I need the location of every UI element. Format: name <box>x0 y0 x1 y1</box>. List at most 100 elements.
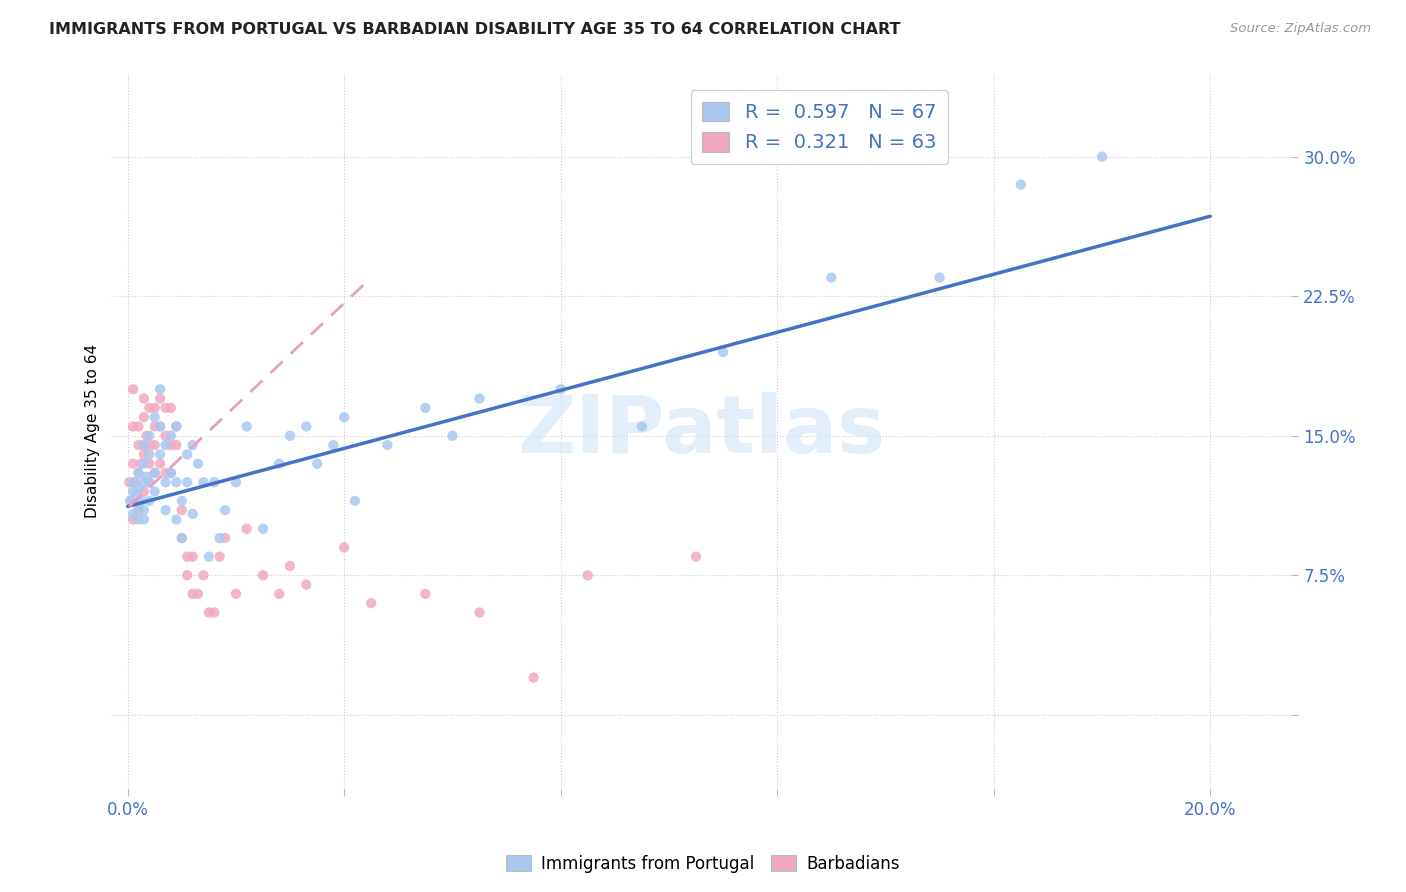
Point <box>155 503 177 517</box>
Point <box>132 447 155 461</box>
Y-axis label: Disability Age 35 to 64: Disability Age 35 to 64 <box>86 344 100 518</box>
Point <box>122 484 145 499</box>
Point <box>143 484 166 499</box>
Point <box>122 475 145 490</box>
Point <box>143 438 166 452</box>
Point <box>202 606 225 620</box>
Point <box>295 577 318 591</box>
Point <box>225 475 247 490</box>
Point <box>468 606 491 620</box>
Point <box>165 419 187 434</box>
Point <box>235 522 257 536</box>
Point <box>523 671 546 685</box>
Text: IMMIGRANTS FROM PORTUGAL VS BARBADIAN DISABILITY AGE 35 TO 64 CORRELATION CHART: IMMIGRANTS FROM PORTUGAL VS BARBADIAN DI… <box>49 22 901 37</box>
Point <box>122 507 145 521</box>
Point <box>155 438 177 452</box>
Point <box>269 457 291 471</box>
Point <box>415 587 437 601</box>
Point <box>576 568 599 582</box>
Point <box>208 549 231 564</box>
Point <box>170 531 193 545</box>
Point <box>155 401 177 415</box>
Point <box>138 475 160 490</box>
Point <box>170 494 193 508</box>
Point <box>129 457 152 471</box>
Legend: Immigrants from Portugal, Barbadians: Immigrants from Portugal, Barbadians <box>499 848 907 880</box>
Point <box>127 481 149 495</box>
Point <box>820 270 842 285</box>
Point <box>187 587 209 601</box>
Point <box>120 494 142 508</box>
Point <box>307 457 329 471</box>
Point <box>193 475 215 490</box>
Point <box>149 447 172 461</box>
Point <box>181 438 204 452</box>
Point <box>170 531 193 545</box>
Point <box>138 475 160 490</box>
Point <box>333 410 356 425</box>
Point <box>235 419 257 434</box>
Point <box>127 466 149 480</box>
Point <box>181 549 204 564</box>
Text: ZIPatlas: ZIPatlas <box>517 392 886 470</box>
Point <box>1010 178 1032 192</box>
Point <box>120 494 142 508</box>
Point <box>127 500 149 514</box>
Point <box>160 466 183 480</box>
Point <box>125 488 148 502</box>
Point <box>149 392 172 406</box>
Point <box>193 568 215 582</box>
Point <box>711 345 734 359</box>
Point <box>155 429 177 443</box>
Point <box>149 419 172 434</box>
Point <box>377 438 399 452</box>
Point <box>132 484 155 499</box>
Point <box>149 419 172 434</box>
Point <box>875 112 897 127</box>
Point <box>198 549 221 564</box>
Point <box>176 475 198 490</box>
Point <box>138 447 160 461</box>
Point <box>170 503 193 517</box>
Point <box>343 494 366 508</box>
Point <box>149 457 172 471</box>
Point <box>143 419 166 434</box>
Point <box>143 466 166 480</box>
Point <box>127 466 149 480</box>
Point <box>181 507 204 521</box>
Point <box>118 475 141 490</box>
Point <box>360 596 382 610</box>
Point <box>132 457 155 471</box>
Point <box>176 447 198 461</box>
Point <box>135 469 157 483</box>
Point <box>415 401 437 415</box>
Point <box>132 512 155 526</box>
Point <box>165 475 187 490</box>
Point <box>550 382 572 396</box>
Point <box>138 438 160 452</box>
Point <box>132 503 155 517</box>
Point <box>160 429 183 443</box>
Point <box>295 419 318 434</box>
Point <box>138 401 160 415</box>
Point <box>187 457 209 471</box>
Point <box>127 419 149 434</box>
Point <box>165 419 187 434</box>
Point <box>278 558 301 573</box>
Point <box>143 466 166 480</box>
Point <box>138 429 160 443</box>
Point <box>685 549 707 564</box>
Point <box>122 419 145 434</box>
Point <box>176 568 198 582</box>
Point <box>322 438 344 452</box>
Point <box>135 429 157 443</box>
Point <box>165 438 187 452</box>
Legend: R =  0.597   N = 67, R =  0.321   N = 63: R = 0.597 N = 67, R = 0.321 N = 63 <box>690 90 948 164</box>
Point <box>208 531 231 545</box>
Point <box>252 522 274 536</box>
Point <box>165 512 187 526</box>
Point <box>181 587 204 601</box>
Point <box>269 587 291 601</box>
Point <box>160 466 183 480</box>
Point <box>155 466 177 480</box>
